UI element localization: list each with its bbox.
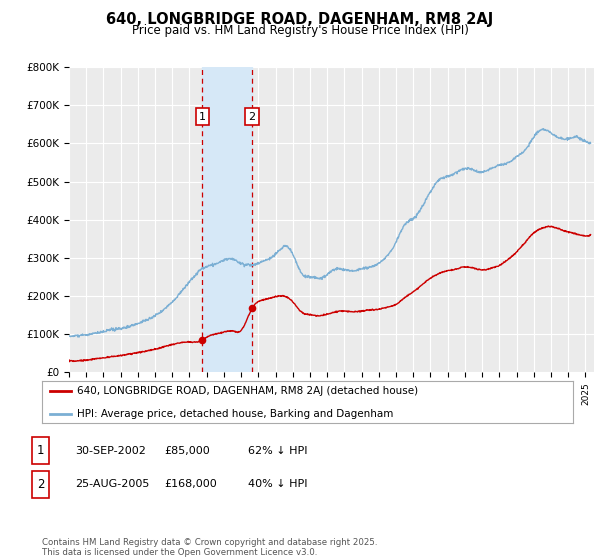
Text: Price paid vs. HM Land Registry's House Price Index (HPI): Price paid vs. HM Land Registry's House … (131, 24, 469, 36)
Text: 2: 2 (248, 112, 256, 122)
Text: 640, LONGBRIDGE ROAD, DAGENHAM, RM8 2AJ (detached house): 640, LONGBRIDGE ROAD, DAGENHAM, RM8 2AJ … (77, 386, 418, 396)
Text: 1: 1 (37, 444, 44, 458)
Text: 640, LONGBRIDGE ROAD, DAGENHAM, RM8 2AJ: 640, LONGBRIDGE ROAD, DAGENHAM, RM8 2AJ (106, 12, 494, 27)
Text: £85,000: £85,000 (164, 446, 209, 456)
Text: HPI: Average price, detached house, Barking and Dagenham: HPI: Average price, detached house, Bark… (77, 409, 393, 418)
Text: 40% ↓ HPI: 40% ↓ HPI (248, 479, 307, 489)
Text: Contains HM Land Registry data © Crown copyright and database right 2025.
This d: Contains HM Land Registry data © Crown c… (42, 538, 377, 557)
Bar (202, 67, 252, 372)
Text: 25-AUG-2005: 25-AUG-2005 (76, 479, 150, 489)
Text: 1: 1 (199, 112, 206, 122)
Text: 30-SEP-2002: 30-SEP-2002 (76, 446, 146, 456)
Text: 2: 2 (37, 478, 44, 491)
Text: £168,000: £168,000 (164, 479, 217, 489)
Text: 62% ↓ HPI: 62% ↓ HPI (248, 446, 307, 456)
